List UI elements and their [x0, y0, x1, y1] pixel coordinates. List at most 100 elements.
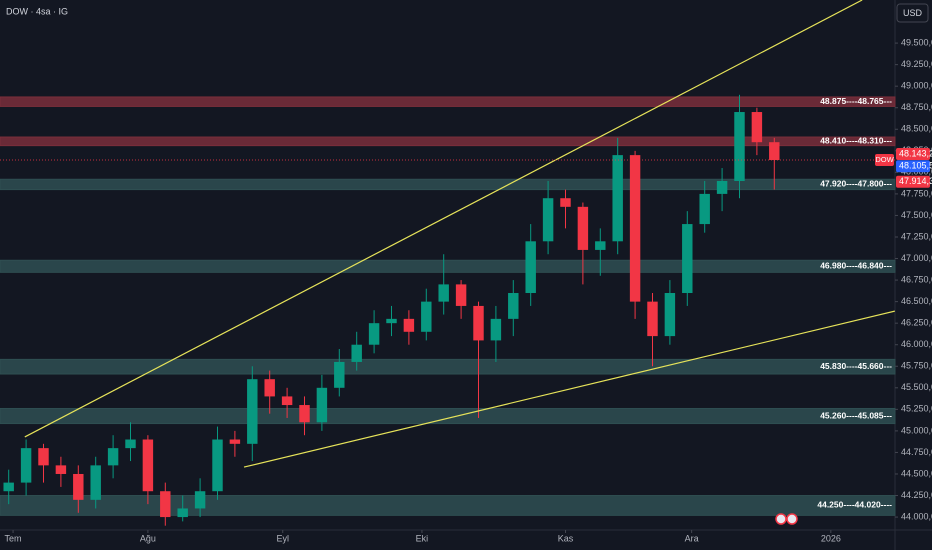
zone-label: 47.920----47.800--- — [820, 179, 892, 189]
candle-body — [682, 224, 693, 294]
candle-body — [177, 508, 188, 518]
candle-body — [142, 439, 154, 492]
zone — [0, 136, 896, 147]
event-icon[interactable] — [775, 513, 787, 525]
candle-body — [316, 387, 328, 423]
candle-body — [73, 473, 84, 500]
x-tick-label: Eki — [416, 533, 429, 543]
y-tick-label: 48.750,0 — [901, 102, 932, 112]
x-tick-label: 2026 — [821, 533, 841, 543]
candle-body — [716, 180, 728, 194]
y-tick-label: 44.000,0 — [901, 511, 932, 521]
price-label: 47.914,3 — [899, 176, 932, 186]
candle-body — [664, 293, 676, 337]
candle-body — [160, 491, 171, 518]
candle-body — [55, 465, 67, 474]
y-tick-label: 44.750,0 — [901, 447, 932, 457]
candle-body — [629, 155, 641, 302]
zone-label: 46.980----46.840--- — [820, 261, 892, 271]
zone — [0, 358, 896, 375]
y-tick-label: 44.500,0 — [901, 468, 932, 478]
zone-label: 45.830----45.660--- — [820, 361, 892, 371]
symbol-tag-box — [875, 154, 894, 167]
candle-body — [438, 284, 449, 302]
y-tick-label: 46.000,0 — [901, 339, 932, 349]
candle-body — [368, 323, 380, 345]
x-tick-label: Tem — [5, 533, 22, 543]
zone-label: 45.260----45.085--- — [820, 410, 892, 420]
zone — [0, 407, 896, 425]
candle-body — [264, 379, 275, 397]
candle-body — [299, 405, 310, 423]
y-tick-label: 47.000,0 — [901, 253, 932, 263]
zone-label: 48.410----48.310--- — [820, 136, 892, 146]
candle-body — [699, 193, 710, 225]
candle-body — [490, 318, 502, 341]
candle-body — [90, 465, 101, 500]
candle-body — [508, 293, 519, 319]
candle-body — [20, 448, 32, 483]
candle-body — [647, 301, 658, 337]
y-tick-label: 49.250,0 — [901, 59, 932, 69]
y-tick-label: 48.500,0 — [901, 124, 932, 134]
y-tick-label: 49.000,0 — [901, 81, 932, 91]
candle-body — [769, 142, 780, 161]
symbol-header: DOW · 4sa · IG — [6, 6, 68, 16]
y-tick-label: 49.500,0 — [901, 37, 932, 47]
x-tick-label: Kas — [558, 533, 574, 543]
y-tick-label: 45.000,0 — [901, 425, 932, 435]
candle-body — [403, 318, 415, 332]
candle-body — [612, 155, 623, 242]
candle-body — [229, 439, 241, 444]
price-label-box — [896, 148, 930, 161]
candle-body — [247, 379, 258, 444]
y-tick-label: 46.750,0 — [901, 274, 932, 284]
price-label: 48.143,2 — [899, 148, 932, 158]
candle-body — [751, 112, 763, 143]
price-label: 48.105,5 — [899, 161, 932, 171]
zone-label: 44.250----44.020---- — [817, 500, 892, 510]
candle-body — [334, 361, 345, 388]
currency-box[interactable] — [896, 3, 929, 23]
zone — [0, 259, 896, 273]
candle-body — [38, 448, 49, 466]
x-tick-label: Ara — [685, 533, 699, 543]
currency[interactable]: USD — [903, 8, 923, 18]
candle-body — [212, 439, 223, 492]
y-tick-label: 47.750,0 — [901, 188, 932, 198]
candle-body — [473, 305, 484, 341]
candle-body — [542, 198, 554, 242]
price-label-box — [896, 160, 930, 173]
x-tick-label: Ağu — [140, 533, 156, 543]
candle-body — [577, 206, 589, 250]
y-tick-label: 47.500,0 — [901, 210, 932, 220]
zone — [0, 96, 896, 107]
candle-body — [386, 318, 397, 324]
price-label-box — [896, 175, 930, 188]
y-tick-label: 46.250,0 — [901, 318, 932, 328]
candle-body — [125, 439, 136, 449]
candle-body — [455, 284, 467, 306]
trendline — [24, 0, 863, 438]
y-tick-label: 45.750,0 — [901, 361, 932, 371]
y-tick-label: 47.250,0 — [901, 231, 932, 241]
y-tick-label: 45.250,0 — [901, 404, 932, 414]
x-tick-label: Eyl — [276, 533, 289, 543]
zone — [0, 178, 896, 191]
candle-body — [734, 112, 745, 181]
candle-body — [421, 301, 432, 332]
event-icon[interactable] — [786, 513, 798, 525]
candle-body — [351, 344, 362, 362]
candle-body — [281, 396, 293, 406]
candle-body — [525, 241, 536, 294]
candle-body — [595, 241, 606, 250]
trendline — [243, 310, 895, 468]
candle-body — [560, 198, 571, 207]
y-tick-label: 46.500,0 — [901, 296, 932, 306]
y-tick-label: 45.500,0 — [901, 382, 932, 392]
candle-body — [194, 491, 206, 509]
candle-body — [3, 482, 14, 492]
candle-body — [107, 448, 119, 466]
